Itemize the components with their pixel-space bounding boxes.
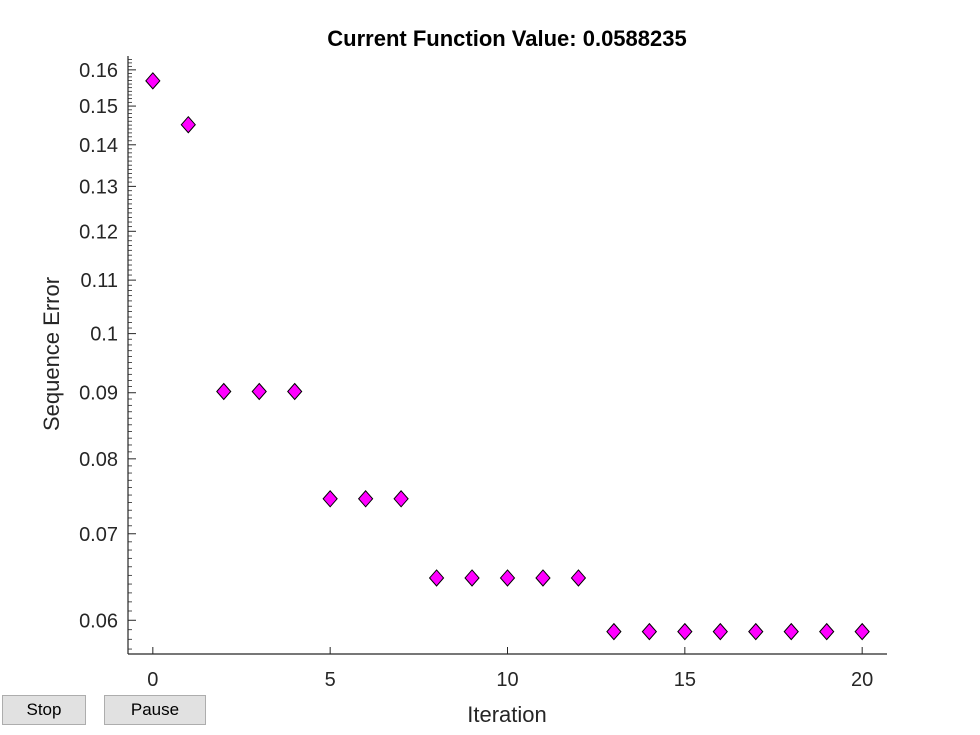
data-point-14	[641, 622, 658, 641]
data-point-13	[606, 622, 622, 641]
data-point-6	[357, 490, 374, 508]
y-tick-label: 0.12	[79, 221, 118, 243]
y-tick-label: 0.06	[79, 610, 118, 632]
stop-button[interactable]: Stop	[2, 695, 86, 725]
ticks: 0 5 10 15 20 0.06 0.07 0.08 0.09 0.1 0.11 0.12 0.13 0…	[79, 59, 873, 691]
data-point-4	[287, 382, 303, 401]
x-axis-label: Iteration	[467, 702, 547, 727]
data-point-2	[216, 382, 232, 401]
x-tick-label: 10	[496, 669, 518, 691]
data-point-10	[499, 569, 516, 587]
data-point-3	[251, 382, 267, 401]
data-point-20	[854, 622, 870, 641]
data-point-9	[464, 569, 480, 587]
y-tick-label: 0.15	[79, 96, 118, 118]
y-axis-label: Sequence Error	[39, 277, 64, 431]
data-point-7	[393, 490, 409, 508]
pause-button[interactable]: Pause	[104, 695, 206, 725]
data-points	[145, 72, 870, 641]
data-point-16	[712, 622, 728, 641]
y-tick-label: 0.09	[79, 383, 118, 405]
x-tick-label: 0	[147, 669, 158, 691]
y-tick-label: 0.16	[79, 60, 118, 82]
x-tick-label: 5	[325, 669, 336, 691]
data-point-11	[535, 569, 551, 587]
y-tick-label: 0.11	[81, 270, 118, 292]
x-tick-label: 15	[674, 669, 696, 691]
data-point-18	[783, 622, 799, 641]
data-point-15	[677, 622, 693, 641]
data-point-5	[322, 490, 338, 508]
data-point-19	[819, 622, 835, 641]
y-tick-label: 0.1	[90, 324, 118, 346]
y-tick-label: 0.13	[79, 176, 118, 198]
x-tick-label: 20	[851, 669, 873, 691]
y-tick-label: 0.08	[79, 449, 118, 471]
data-point-12	[570, 569, 587, 587]
data-point-0	[145, 72, 161, 90]
data-point-1	[180, 115, 196, 134]
y-tick-label: 0.07	[79, 524, 118, 546]
y-tick-label: 0.14	[79, 135, 118, 157]
data-point-17	[748, 622, 764, 641]
data-point-8	[428, 569, 445, 587]
chart-title: Current Function Value: 0.0588235	[327, 26, 686, 51]
